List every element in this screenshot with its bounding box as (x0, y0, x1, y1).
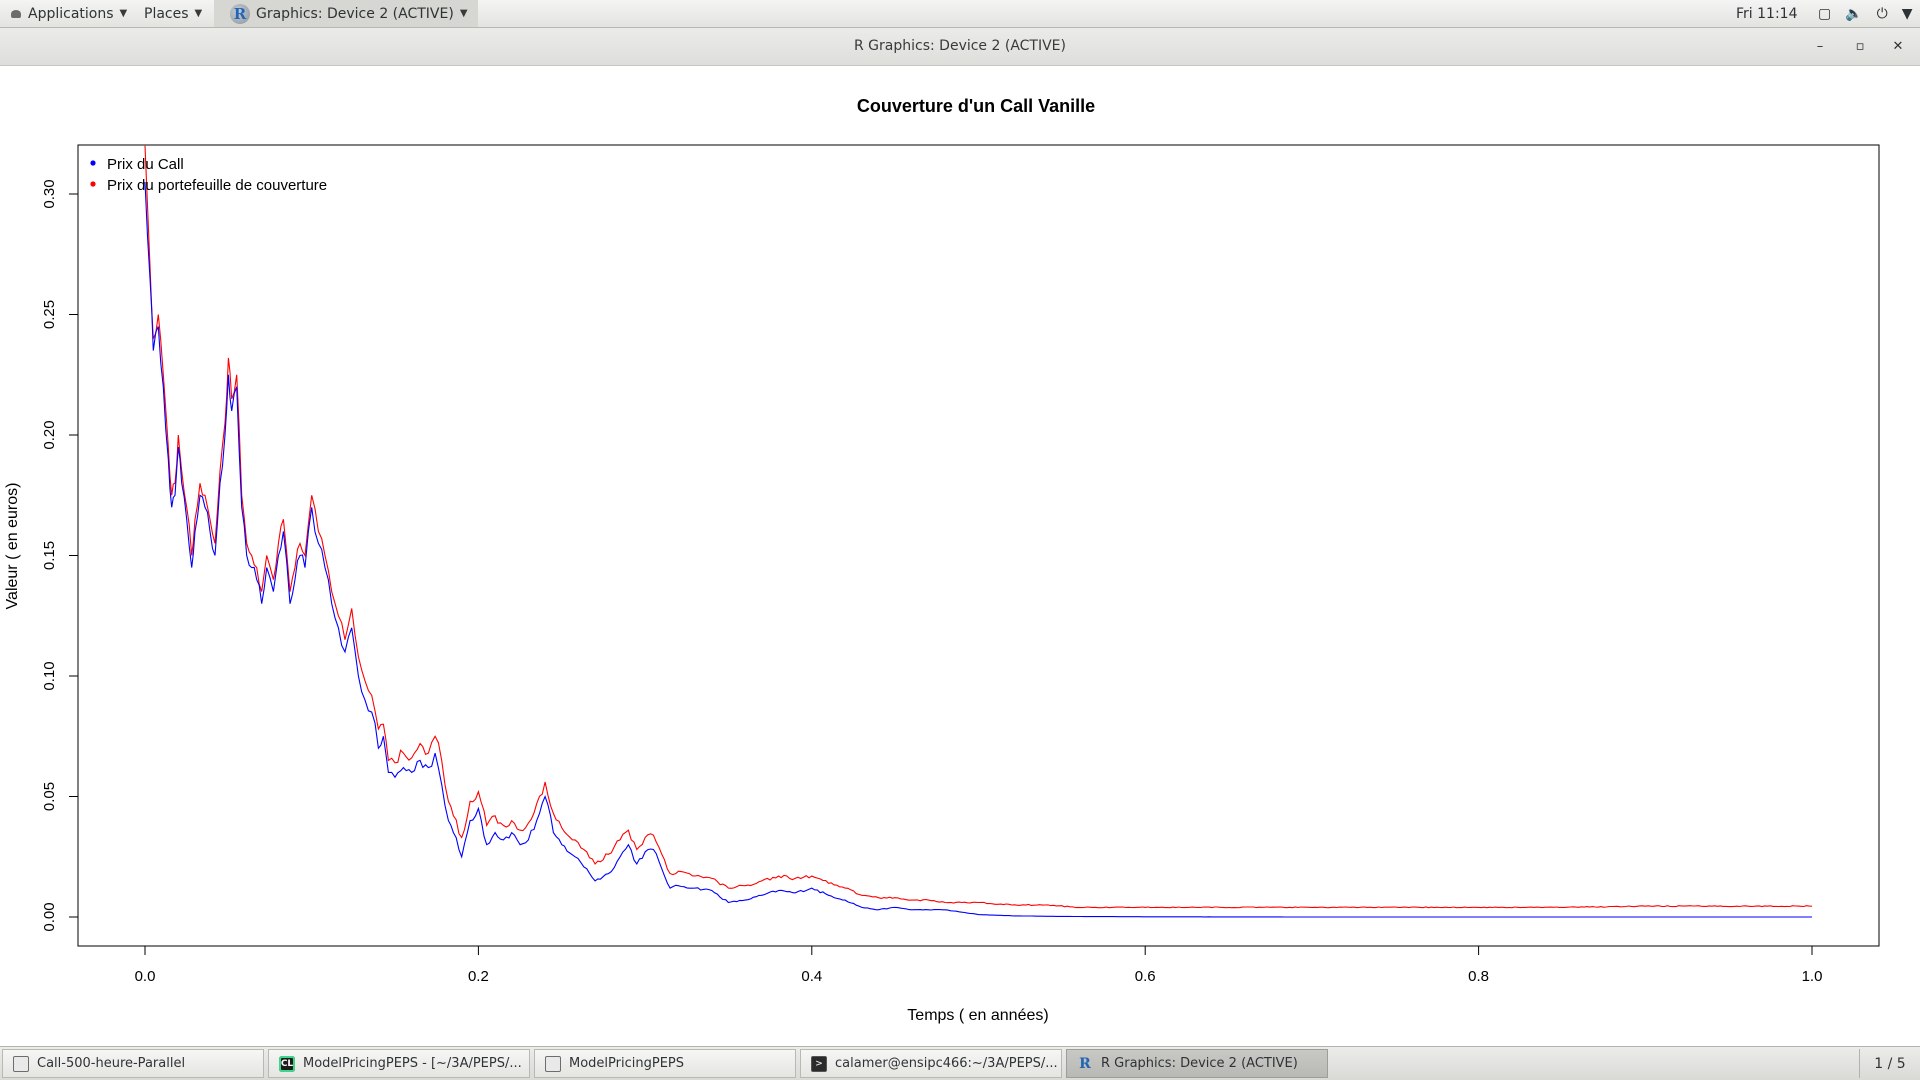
close-button[interactable]: ✕ (1892, 39, 1904, 54)
y-axis: 0.00 0.05 0.10 0.15 0.20 0.25 0.30 (41, 179, 78, 932)
window-title-bar[interactable]: R Graphics: Device 2 (ACTIVE) – ▫ ✕ (0, 28, 1920, 66)
clock[interactable]: Fri 11:14 (1736, 5, 1798, 22)
task-label: ModelPricingPEPS (569, 1056, 684, 1071)
task-call-500[interactable]: Call-500-heure-Parallel (2, 1049, 264, 1078)
x-tick-label: 0.8 (1468, 968, 1489, 985)
plot-frame (77, 144, 1880, 947)
r-logo-icon: R (230, 3, 250, 24)
x-tick-label: 0.6 (1135, 968, 1156, 985)
places-label: Places (144, 5, 189, 22)
minimize-button[interactable]: – (1816, 39, 1824, 54)
chevron-down-icon: ▼ (194, 8, 203, 19)
task-terminal[interactable]: > calamer@ensipc466:~/3A/PEPS/... (800, 1049, 1062, 1078)
applications-menu[interactable]: Applications ▼ (10, 0, 127, 27)
chevron-down-icon: ▼ (1901, 5, 1913, 22)
y-tick-label: 0.20 (41, 420, 58, 449)
y-tick-label: 0.05 (41, 782, 58, 811)
x-axis-label: Temps ( en années) (907, 1007, 1048, 1024)
top-bar: Applications ▼ Places ▼ R Graphics: Devi… (0, 0, 1920, 28)
x-tick-label: 0.0 (135, 968, 156, 985)
x-tick-label: 0.4 (801, 968, 822, 985)
r-icon: R (1079, 1055, 1091, 1072)
terminal-icon: > (811, 1055, 827, 1072)
y-axis-label: Valeur ( en euros) (4, 483, 21, 610)
legend-marker-portfolio (90, 181, 96, 187)
document-icon (13, 1055, 29, 1072)
y-tick-label: 0.00 (41, 902, 58, 931)
x-tick-label: 0.2 (468, 968, 489, 985)
taskbar: Call-500-heure-Parallel CL ModelPricingP… (0, 1046, 1920, 1080)
task-label: calamer@ensipc466:~/3A/PEPS/... (835, 1056, 1058, 1071)
system-status-area[interactable]: ▢ 🔈 ⏻ ▼ (1818, 0, 1913, 27)
task-modelpricing[interactable]: ModelPricingPEPS (534, 1049, 796, 1078)
document-icon (545, 1055, 561, 1072)
maximize-button[interactable]: ▫ (1855, 39, 1865, 54)
chart-title: Couverture d'un Call Vanille (857, 96, 1095, 116)
window-menu-label: Graphics: Device 2 (ACTIVE) (256, 5, 454, 22)
legend-label-portfolio: Prix du portefeuille de couverture (107, 177, 327, 194)
series-line-portfolio (144, 145, 1813, 909)
chevron-down-icon: ▼ (459, 8, 468, 19)
clion-icon: CL (279, 1055, 295, 1072)
task-r-graphics[interactable]: R R Graphics: Device 2 (ACTIVE) (1066, 1049, 1328, 1078)
window-title: R Graphics: Device 2 (ACTIVE) (854, 38, 1066, 54)
series-line-call (144, 181, 1812, 918)
y-tick-label: 0.30 (41, 179, 58, 208)
chevron-down-icon: ▼ (119, 8, 128, 19)
power-icon: ⏻ (1876, 5, 1888, 22)
series-lines (144, 145, 1813, 918)
legend: Prix du Call Prix du portefeuille de cou… (90, 156, 327, 194)
x-axis: 0.0 0.2 0.4 0.6 0.8 1.0 (135, 946, 1823, 985)
y-tick-label: 0.10 (41, 661, 58, 690)
workspace-pager[interactable]: 1 / 5 (1859, 1049, 1920, 1078)
chart: Couverture d'un Call Vanille 0.0 0.2 0.4 0.… (4, 96, 1880, 1024)
volume-icon: 🔈 (1845, 5, 1863, 22)
y-tick-label: 0.15 (41, 541, 58, 570)
task-label: Call-500-heure-Parallel (37, 1056, 186, 1071)
window-menu[interactable]: R Graphics: Device 2 (ACTIVE) ▼ (214, 0, 478, 27)
legend-label-call: Prix du Call (107, 156, 184, 173)
legend-marker-call (90, 160, 96, 166)
applications-label: Applications (28, 5, 114, 22)
task-clion[interactable]: CL ModelPricingPEPS - [~/3A/PEPS/... (268, 1049, 530, 1078)
screen-icon: ▢ (1818, 5, 1832, 22)
r-graphics-device: Couverture d'un Call Vanille 0.0 0.2 0.4 0.… (0, 66, 1920, 1046)
gnome-foot-icon (10, 8, 22, 20)
task-label: R Graphics: Device 2 (ACTIVE) (1101, 1056, 1298, 1071)
places-menu[interactable]: Places ▼ (144, 0, 202, 27)
x-tick-label: 1.0 (1802, 968, 1823, 985)
task-label: ModelPricingPEPS - [~/3A/PEPS/... (303, 1056, 522, 1071)
y-tick-label: 0.25 (41, 300, 58, 329)
